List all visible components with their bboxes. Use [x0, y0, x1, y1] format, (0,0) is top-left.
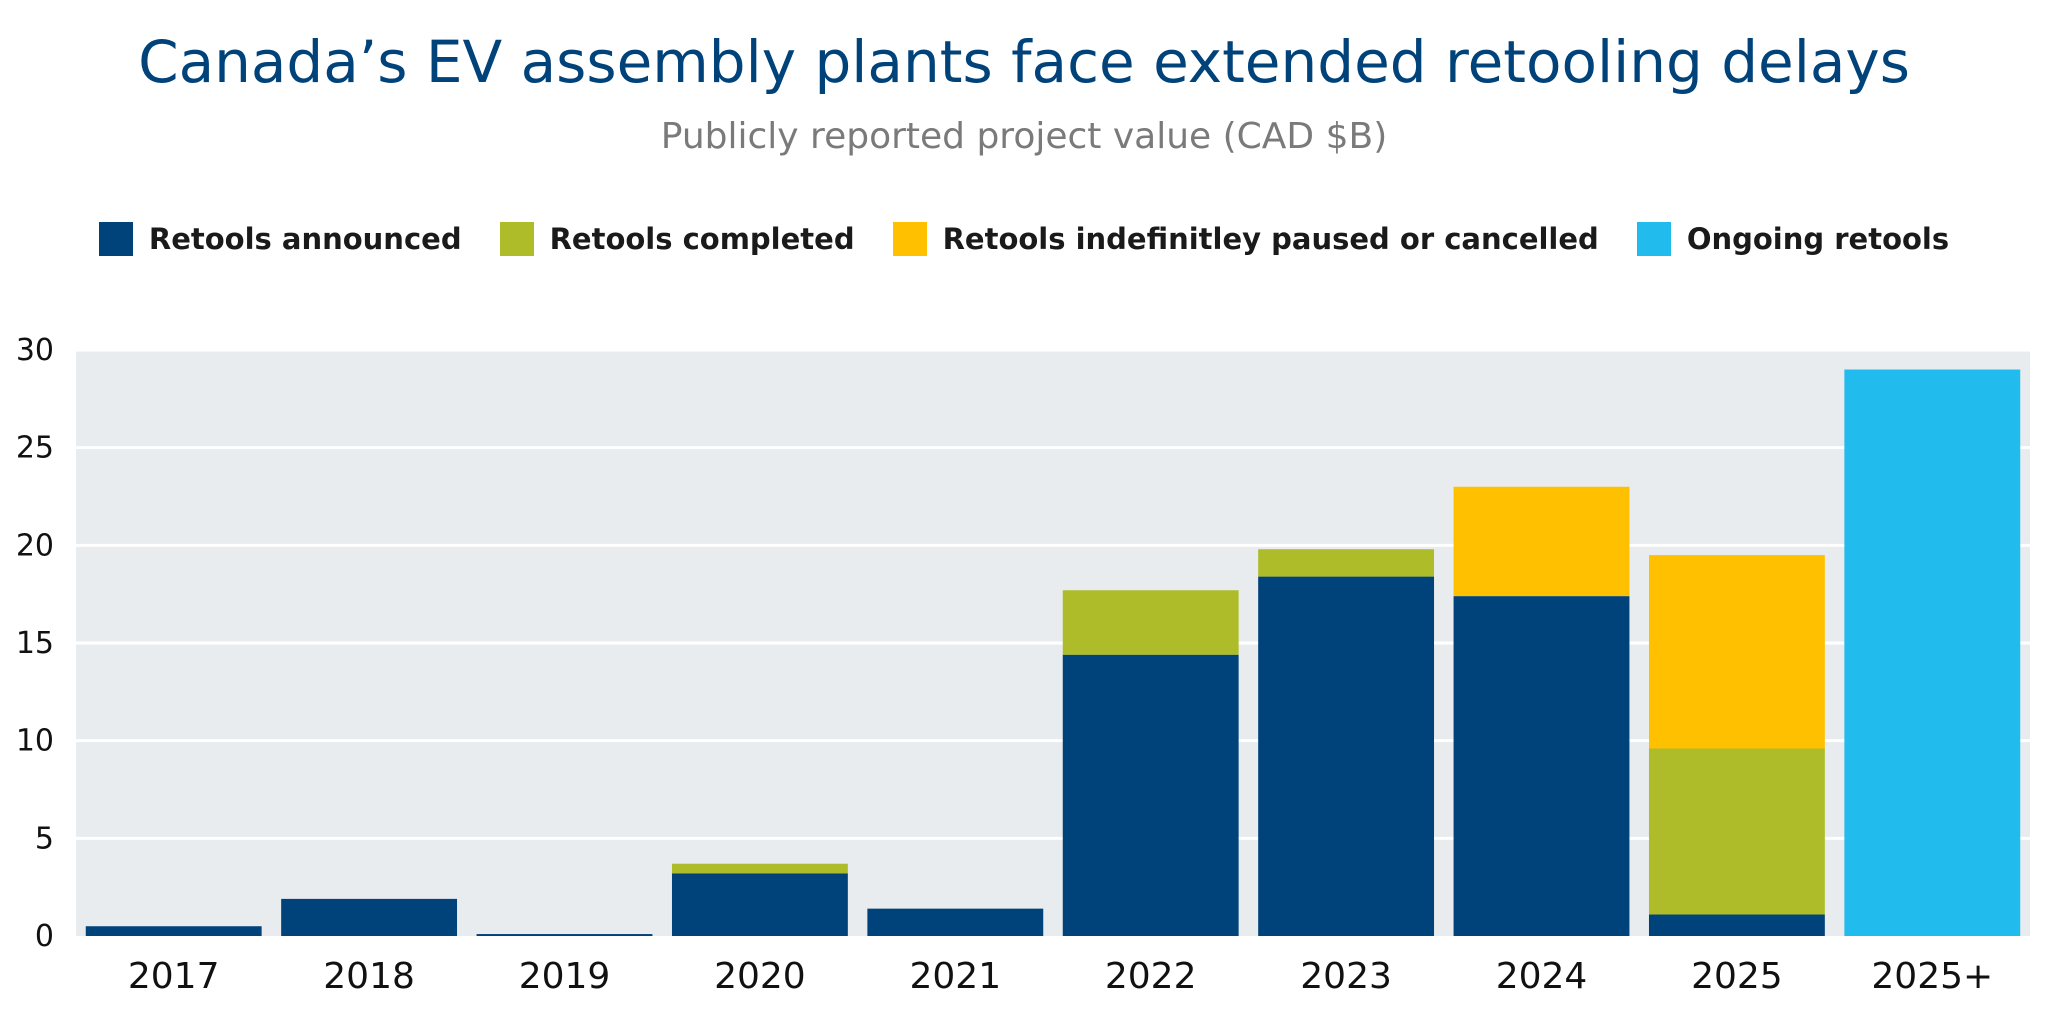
bar-2018-series-0: [281, 898, 458, 936]
bar-2020-series-0: [671, 873, 848, 936]
y-tick-label: 25: [16, 431, 54, 466]
bar-2023-series-0: [1258, 576, 1435, 936]
x-tick-label: 2022: [1105, 956, 1197, 997]
bar-2024-series-2: [1453, 486, 1630, 597]
legend-label-ongoing-retools: Ongoing retools: [1686, 222, 1950, 256]
x-tick-label: 2018: [323, 956, 415, 997]
chart-legend: Retools announced Retools completed Reto…: [0, 222, 2048, 256]
legend-item-retools-announced: Retools announced: [98, 222, 462, 256]
x-tick-label: 2019: [519, 956, 611, 997]
x-tick-label: 2025: [1691, 956, 1783, 997]
y-tick-label: 0: [35, 919, 54, 954]
y-tick-label: 5: [35, 821, 54, 856]
legend-swatch-retools-paused: [892, 222, 927, 256]
y-tick-label: 15: [16, 626, 54, 661]
bar-2022-series-1: [1062, 590, 1239, 655]
x-tick-label: 2017: [128, 956, 220, 997]
x-tick-label: 2023: [1300, 956, 1392, 997]
y-tick-label: 30: [16, 333, 54, 368]
legend-label-retools-completed: Retools completed: [549, 222, 855, 256]
y-tick-label: 20: [16, 528, 54, 563]
legend-swatch-retools-announced: [98, 222, 133, 256]
x-tick-label: 2021: [909, 956, 1001, 997]
bar-2017-series-0: [85, 926, 262, 936]
legend-label-retools-announced: Retools announced: [148, 222, 462, 256]
bar-2025plus-series-3: [1844, 369, 2021, 936]
x-tick-label: 2024: [1496, 956, 1588, 997]
legend-swatch-retools-completed: [499, 222, 534, 256]
legend-item-ongoing-retools: Ongoing retools: [1636, 222, 1950, 256]
chart-title: Canada’s EV assembly plants face extende…: [138, 28, 1910, 96]
bar-2025-series-2: [1648, 555, 1825, 749]
bar-2021-series-0: [867, 908, 1044, 936]
y-tick-label: 10: [16, 724, 54, 759]
bar-2025-series-0: [1648, 914, 1825, 936]
legend-item-retools-paused: Retools indefinitley paused or cancelled: [892, 222, 1599, 256]
bar-2024-series-0: [1453, 596, 1630, 936]
bar-2020-series-1: [671, 863, 848, 874]
chart-subtitle: Publicly reported project value (CAD $B): [660, 116, 1388, 157]
legend-label-retools-paused: Retools indefinitley paused or cancelled: [942, 222, 1599, 256]
bar-2019-series-0: [476, 934, 653, 936]
bar-2023-series-1: [1258, 549, 1435, 577]
legend-item-retools-completed: Retools completed: [499, 222, 855, 256]
bar-2022-series-0: [1062, 654, 1239, 936]
bar-2025-series-1: [1648, 748, 1825, 915]
legend-swatch-ongoing-retools: [1636, 222, 1671, 256]
x-tick-label: 2025+: [1871, 956, 1993, 997]
x-tick-label: 2020: [714, 956, 806, 997]
